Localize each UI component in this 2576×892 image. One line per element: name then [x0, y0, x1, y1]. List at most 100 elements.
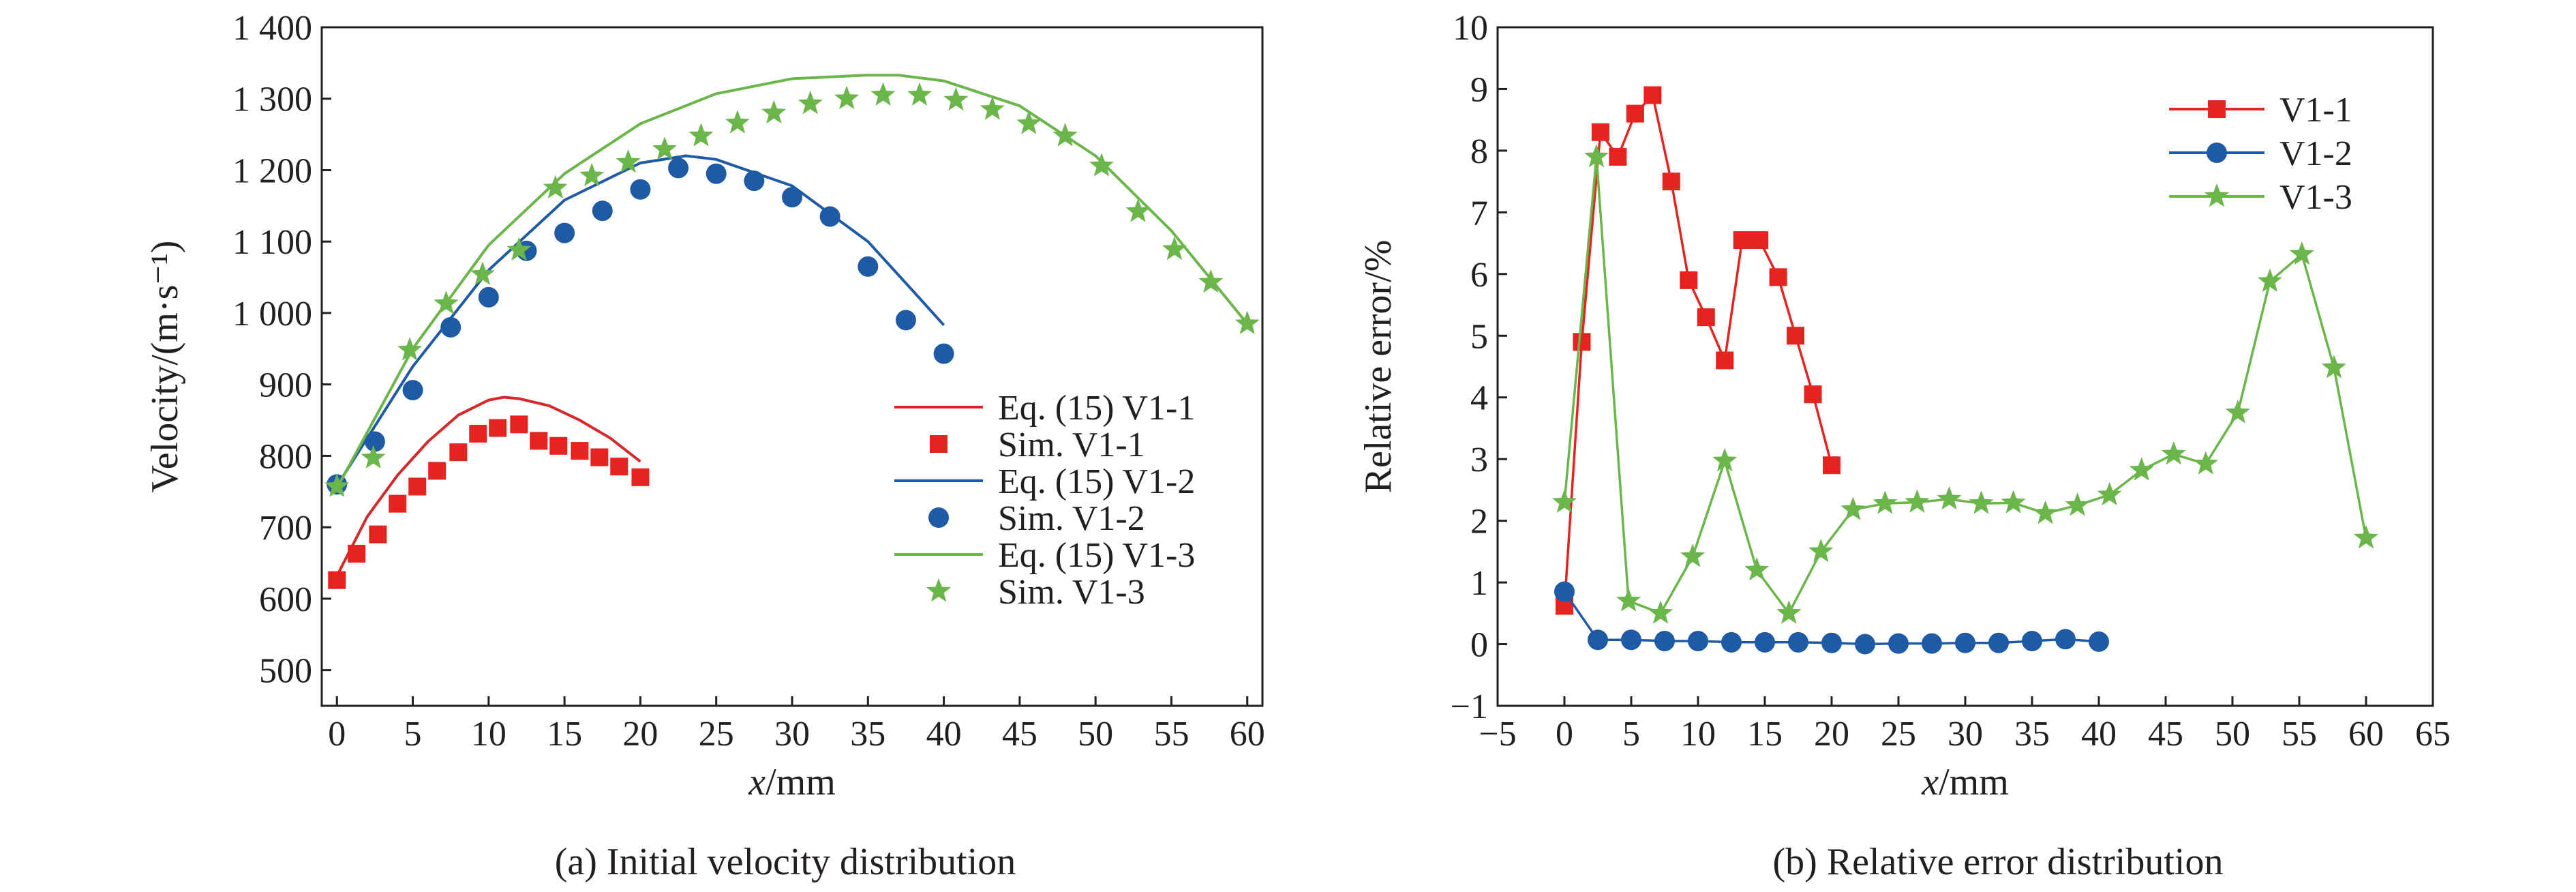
data-point: [1626, 104, 1644, 123]
data-point: [348, 544, 366, 563]
data-point: [1888, 633, 1909, 654]
data-point: [834, 85, 860, 110]
data-point: [543, 175, 568, 198]
data-point: [1616, 588, 1641, 612]
data-point: [571, 442, 589, 460]
legend-entry: V1-3: [2169, 178, 2352, 217]
data-point: [798, 91, 823, 115]
data-point: [1955, 632, 1975, 653]
data-point: [361, 445, 386, 469]
data-point: [2097, 481, 2122, 505]
legend-label: Sim. V1-3: [998, 573, 1145, 612]
data-point: [2022, 631, 2042, 652]
data-point: [1712, 447, 1738, 472]
data-point: [1755, 631, 1775, 653]
data-point: [1733, 231, 1751, 250]
data-point: [397, 337, 423, 361]
x-axis-label: x/mm: [1921, 761, 2009, 803]
data-point: [1554, 581, 1575, 602]
y-tick-label: 600: [259, 580, 312, 619]
data-point: [668, 158, 689, 179]
x-tick-label: 60: [1230, 715, 1265, 754]
data-point: [1162, 236, 1187, 261]
legend-label: Eq. (15) V1-3: [998, 536, 1195, 575]
data-point: [592, 200, 613, 222]
data-point: [2089, 631, 2109, 652]
x-tick-label: 10: [471, 715, 506, 754]
data-point: [579, 162, 605, 187]
x-tick-label: 50: [1078, 715, 1113, 754]
legend-entry: Sim. V1-1: [930, 426, 1145, 464]
data-point: [610, 458, 628, 476]
data-point: [328, 571, 346, 589]
data-point: [530, 432, 548, 450]
legend-entry: Eq. (15) V1-3: [894, 536, 1195, 575]
x-tick-label: 20: [622, 715, 658, 754]
legend-entry: Sim. V1-2: [928, 499, 1145, 538]
series-sim-v1-3: [324, 82, 1260, 497]
data-point: [2289, 241, 2314, 265]
data-point: [1769, 268, 1787, 286]
data-point: [1621, 629, 1641, 651]
x-tick-label: 45: [1002, 715, 1037, 754]
legend-marker-swatch: [2207, 143, 2227, 163]
y-tick-label: 700: [259, 509, 312, 548]
data-point: [2065, 492, 2090, 516]
series-line: [335, 74, 1249, 489]
data-point: [1662, 173, 1680, 191]
data-point: [1198, 269, 1224, 293]
data-point: [1922, 633, 1942, 654]
y-tick-label: 1 300: [232, 80, 312, 119]
data-point: [1052, 123, 1078, 147]
y-tick-label: 4: [1470, 379, 1488, 418]
data-point: [688, 123, 714, 147]
x-tick-label: −5: [1479, 715, 1516, 754]
legend-label: Eq. (15) V1-1: [998, 389, 1195, 428]
series-line: [335, 396, 641, 577]
data-point: [408, 477, 427, 496]
x-tick-label: 55: [1153, 715, 1189, 754]
panel-relative-error-distribution: −5 0 5 10 15 20 25 30 35 40 45 50 55 60 65−10123456789…: [1357, 9, 2451, 803]
data-point: [1821, 632, 1842, 653]
y-tick-label: 0: [1470, 626, 1488, 665]
data-point: [1823, 456, 1840, 475]
data-point: [1680, 544, 1706, 567]
y-tick-label: 1 200: [232, 151, 312, 190]
x-tick-label: 15: [547, 715, 582, 754]
x-tick-label: 35: [850, 715, 885, 754]
data-point: [428, 462, 446, 480]
x-axis-label: x/mm: [748, 761, 836, 803]
y-axis-label: Relative error/%: [1357, 240, 1399, 494]
legend-label: Sim. V1-2: [998, 499, 1145, 538]
data-point: [1697, 308, 1715, 327]
data-point: [324, 473, 350, 497]
data-point: [470, 261, 495, 285]
legend-label: V1-2: [2279, 134, 2352, 173]
data-point: [1776, 600, 1802, 624]
data-point: [1808, 538, 1834, 563]
x-tick-label: 55: [2282, 715, 2317, 754]
legend-marker-swatch: [2208, 100, 2226, 118]
series-v1-3: [1551, 144, 2379, 624]
data-point: [630, 179, 651, 200]
data-point: [489, 419, 507, 437]
data-point: [870, 82, 896, 106]
caption-b: (b) Relative error distribution: [1773, 841, 2224, 883]
data-point: [1551, 489, 1577, 513]
data-point: [907, 82, 932, 106]
x-tick-label: 50: [2215, 715, 2250, 754]
legend-marker-swatch: [926, 578, 952, 602]
series-eq-15-v1-2: [335, 154, 945, 487]
series-v1-2: [1554, 581, 2109, 655]
x-tick-label: 40: [926, 715, 962, 754]
data-point: [1680, 271, 1698, 289]
y-tick-label: 1 100: [232, 223, 312, 262]
data-point: [1234, 310, 1260, 334]
data-point: [1584, 144, 1609, 168]
data-point: [616, 149, 641, 173]
y-tick-label: 5: [1470, 317, 1488, 356]
y-tick-label: 1 400: [232, 9, 312, 48]
data-point: [1688, 631, 1708, 652]
y-tick-label: 1: [1470, 564, 1488, 603]
